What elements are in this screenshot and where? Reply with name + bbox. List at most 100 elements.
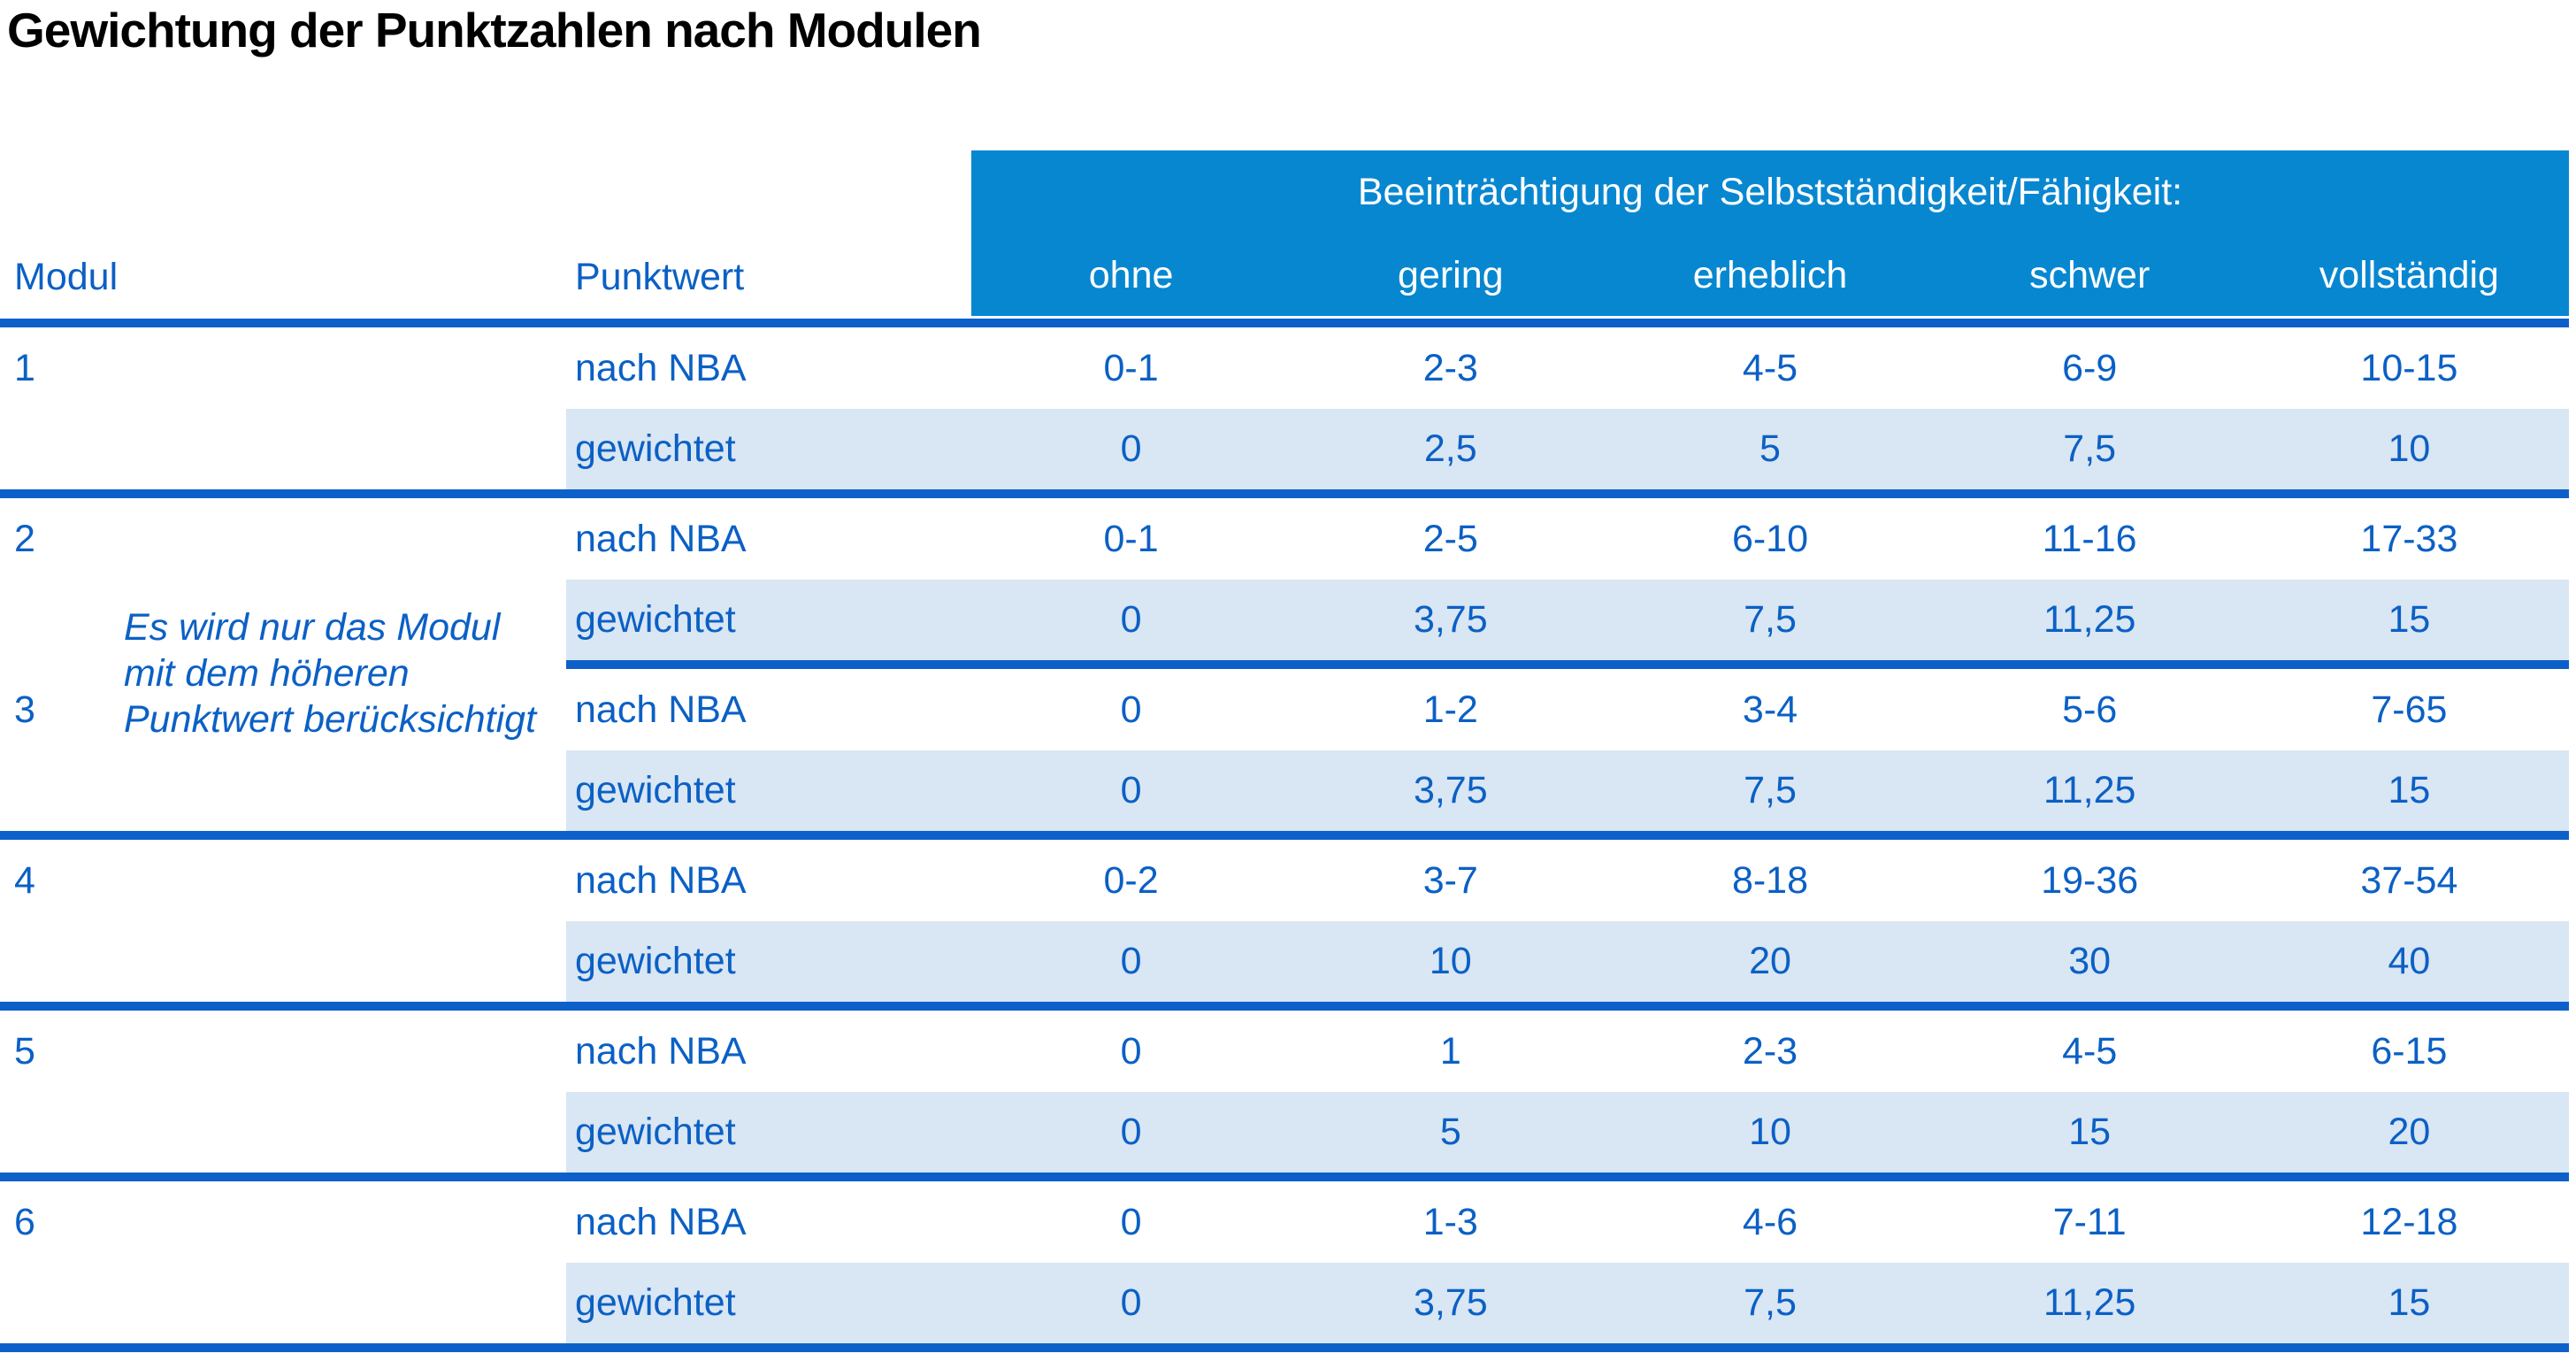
score-cell: 15 [2249, 580, 2569, 660]
module-number-spacer [0, 921, 566, 1002]
score-cell: 0 [1120, 688, 1142, 731]
module-number-spacer [0, 1263, 566, 1343]
header-separator-line [0, 319, 2569, 327]
score-cell: 30 [1929, 921, 2250, 1002]
score-cell: 10 [1291, 921, 1611, 1002]
separator-line [0, 1002, 2569, 1011]
note-line-2: mit dem höheren [124, 652, 410, 695]
note-line-3: Punktwert berücksichtigt [124, 698, 537, 741]
score-cell: 3,75 [1291, 580, 1611, 660]
score-cell: 0 [1120, 1200, 1142, 1243]
score-cell: 0-2 [1103, 858, 1159, 902]
row-label-nach-nba: nach NBA [575, 1200, 747, 1243]
module-number: 3 [14, 688, 35, 731]
score-cell: 2-5 [1422, 517, 1478, 560]
module-number: 2 [14, 517, 35, 560]
score-cell: 1-2 [1422, 688, 1478, 731]
module-3-nach-nba-row: 3 nach NBA 0 1-2 3-4 5-6 7-65 [0, 669, 2569, 750]
score-cell: 11,25 [1929, 750, 2250, 831]
row-label-nach-nba: nach NBA [575, 688, 747, 731]
module-2-gewichtet-row: gewichtet 0 3,75 7,5 11,25 15 [0, 580, 2569, 660]
row-label-nach-nba: nach NBA [575, 517, 747, 560]
score-cell: 7,5 [1610, 750, 1930, 831]
score-cell: 0 [971, 580, 1292, 660]
score-cell: 0-1 [1103, 346, 1159, 389]
row-label-gewichtet: gewichtet [566, 1092, 971, 1173]
module-1-nach-nba-row: 1 nach NBA 0-1 2-3 4-5 6-9 10-15 [0, 327, 2569, 409]
score-cell: 2-3 [1742, 1029, 1798, 1073]
module-6-nach-nba-row: 6 nach NBA 0 1-3 4-6 7-11 12-18 [0, 1181, 2569, 1263]
level-header-erheblich: erheblich [1692, 253, 1848, 296]
score-cell: 6-9 [2062, 346, 2118, 389]
row-label-gewichtet: gewichtet [566, 580, 971, 660]
score-cell: 0 [971, 1263, 1292, 1343]
module-number: 1 [14, 346, 35, 389]
page-title: Gewichtung der Punktzahlen nach Modulen [7, 3, 982, 58]
score-cell: 15 [2249, 1263, 2569, 1343]
separator-line [0, 1343, 2569, 1352]
score-cell: 2-3 [1422, 346, 1478, 389]
module-4-gewichtet-row: gewichtet 0 10 20 30 40 [0, 921, 2569, 1002]
score-cell: 0-1 [1103, 517, 1159, 560]
score-cell: 11,25 [1929, 580, 2250, 660]
score-cell: 2,5 [1291, 409, 1611, 489]
score-cell: 7-65 [2371, 688, 2448, 731]
row-label-gewichtet: gewichtet [566, 921, 971, 1002]
table-header-row: Modul Punktwert Beeinträchtigung der Sel… [0, 150, 2569, 319]
score-cell: 4-6 [1742, 1200, 1798, 1243]
column-header-punktwert: Punktwert [575, 256, 745, 298]
module-6-gewichtet-row: gewichtet 0 3,75 7,5 11,25 15 [0, 1263, 2569, 1343]
module-3-gewichtet-row: gewichtet 0 3,75 7,5 11,25 15 [0, 750, 2569, 831]
score-cell: 5 [1610, 409, 1930, 489]
score-cell: 0 [971, 409, 1292, 489]
row-label-gewichtet: gewichtet [566, 1263, 971, 1343]
row-label-nach-nba: nach NBA [575, 858, 747, 902]
module-5-gewichtet-row: gewichtet 0 5 10 15 20 [0, 1092, 2569, 1173]
score-cell: 17-33 [2360, 517, 2458, 560]
score-cell: 10 [1610, 1092, 1930, 1173]
score-cell: 11-16 [2042, 517, 2137, 560]
score-cell: 3-4 [1742, 688, 1798, 731]
note-line-1: Es wird nur das Modul [124, 606, 501, 649]
row-label-gewichtet: gewichtet [566, 409, 971, 489]
column-header-modul: Modul [14, 256, 119, 298]
separator-line [0, 489, 2569, 498]
score-cell: 6-10 [1731, 517, 1809, 560]
impairment-group-title: Beeinträchtigung der Selbstständigkeit/F… [1357, 171, 2183, 214]
score-cell: 0 [971, 921, 1292, 1002]
score-cell: 1-3 [1422, 1200, 1478, 1243]
module-number-spacer [0, 1092, 566, 1173]
score-cell: 15 [1929, 1092, 2250, 1173]
score-cell: 15 [2249, 750, 2569, 831]
score-cell: 0 [1120, 1029, 1142, 1073]
score-cell: 20 [2249, 1092, 2569, 1173]
module-number: 5 [14, 1029, 35, 1073]
module-number: 6 [14, 1200, 35, 1243]
score-cell: 3-7 [1422, 858, 1478, 902]
table-body: 1 nach NBA 0-1 2-3 4-5 6-9 10-15 gewichtet 0 2,5 5… [0, 327, 2569, 1352]
separator-line [566, 660, 2569, 669]
score-cell: 37-54 [2360, 858, 2458, 902]
separator-line [0, 1173, 2569, 1181]
module-2-nach-nba-row: 2 nach NBA 0-1 2-5 6-10 11-16 17-33 [0, 498, 2569, 580]
separator-line [0, 831, 2569, 840]
score-cell: 5-6 [2062, 688, 2118, 731]
score-cell: 10 [2249, 409, 2569, 489]
module-number-spacer [0, 750, 566, 831]
score-cell: 1 [1439, 1029, 1461, 1073]
level-header-vollstaendig: vollständig [2319, 253, 2499, 296]
score-cell: 7,5 [1610, 580, 1930, 660]
score-cell: 0 [971, 750, 1292, 831]
level-header-schwer: schwer [2029, 253, 2150, 296]
score-cell: 7-11 [2052, 1200, 2127, 1243]
score-cell: 7,5 [1929, 409, 2250, 489]
score-cell: 10-15 [2360, 346, 2458, 389]
row-label-nach-nba: nach NBA [575, 1029, 747, 1073]
level-header-gering: gering [1398, 253, 1504, 296]
score-cell: 4-5 [2062, 1029, 2118, 1073]
score-cell: 19-36 [2041, 858, 2139, 902]
score-cell: 20 [1610, 921, 1930, 1002]
row-label-gewichtet: gewichtet [566, 750, 971, 831]
score-cell: 12-18 [2360, 1200, 2458, 1243]
